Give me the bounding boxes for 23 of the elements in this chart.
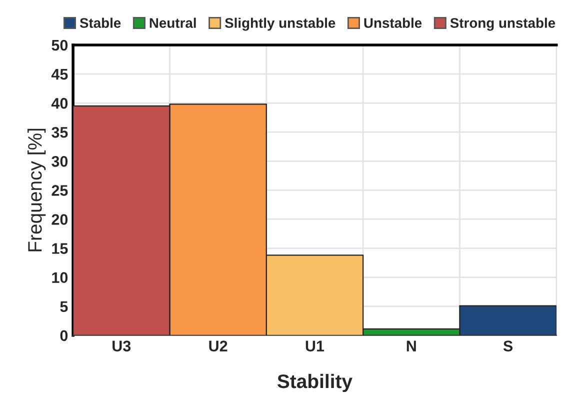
y-tick-label: 15 bbox=[52, 243, 68, 254]
legend-label: Stable bbox=[80, 18, 121, 28]
y-tick-label: 40 bbox=[51, 98, 68, 109]
x-tick-label: U1 bbox=[306, 340, 324, 352]
y-tick-label: 25 bbox=[52, 185, 68, 196]
x-tick-label: S bbox=[503, 340, 513, 352]
y-tick-label: 30 bbox=[52, 156, 68, 167]
legend-label: Unstable bbox=[364, 18, 422, 28]
y-tick-label: 20 bbox=[52, 214, 68, 225]
y-tick-label: 35 bbox=[52, 126, 68, 138]
y-tick-label: 0 bbox=[60, 330, 68, 342]
legend-label: Slightly unstable bbox=[224, 18, 336, 31]
legend-label: Neutral bbox=[150, 18, 196, 28]
y-axis-title: Frequency [%] bbox=[28, 128, 46, 252]
y-tick-label: 45 bbox=[51, 69, 68, 80]
x-axis-title: Stability bbox=[277, 374, 352, 392]
legend-label: Strong unstable bbox=[450, 18, 556, 31]
y-tick-label: 10 bbox=[52, 272, 68, 283]
x-tick-label: U3 bbox=[112, 340, 131, 352]
y-tick-label: 5 bbox=[60, 301, 68, 312]
x-tick-label: N bbox=[406, 340, 416, 352]
x-tick-label: U2 bbox=[209, 340, 228, 352]
y-tick-label: 50 bbox=[52, 40, 68, 51]
